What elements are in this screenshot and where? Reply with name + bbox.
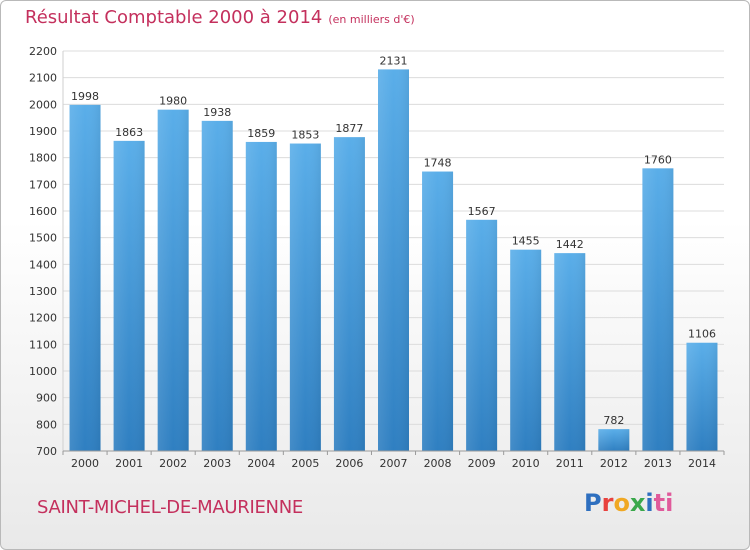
y-tick-label: 1400	[29, 258, 57, 271]
data-label: 2131	[380, 54, 408, 67]
x-tick-label: 2009	[468, 457, 496, 470]
logo-letter: o	[613, 489, 630, 517]
logo-letter: x	[629, 489, 646, 517]
bar-shine	[598, 429, 630, 451]
bar-shine	[69, 104, 101, 451]
data-label: 1938	[203, 106, 231, 119]
bar-shine	[289, 143, 321, 452]
logo-letter: P	[584, 489, 602, 517]
data-label: 1998	[71, 90, 99, 103]
x-tick-label: 2008	[424, 457, 452, 470]
x-tick-label: 2007	[380, 457, 408, 470]
x-tick-label: 2002	[159, 457, 187, 470]
data-label: 782	[603, 414, 624, 427]
x-tick-label: 2005	[291, 457, 319, 470]
y-tick-label: 1800	[29, 152, 57, 165]
data-label: 1106	[688, 328, 716, 341]
y-tick-label: 700	[36, 445, 57, 458]
x-tick-label: 2013	[644, 457, 672, 470]
y-tick-label: 900	[36, 392, 57, 405]
x-tick-label: 2001	[115, 457, 143, 470]
chart-title-text: Résultat Comptable 2000 à 2014	[25, 7, 323, 28]
y-tick-label: 1100	[29, 338, 57, 351]
bar-chart: 1998 1863 1980 1938 1859 1853 1877 2131 1748 1567…	[29, 45, 725, 470]
logo-letter: i	[645, 489, 654, 517]
x-tick-label: 2003	[203, 457, 231, 470]
y-tick-label: 1600	[29, 205, 57, 218]
y-tick-label: 2000	[29, 98, 57, 111]
bar-shine	[378, 69, 409, 452]
logo-letter: r	[601, 489, 614, 517]
y-tick-label: 2200	[29, 45, 57, 58]
bar-shine	[201, 120, 233, 451]
y-tick-label: 1500	[29, 232, 57, 245]
data-label: 1863	[115, 126, 143, 139]
data-label: 1760	[644, 153, 672, 166]
x-tick-label: 2011	[556, 457, 584, 470]
x-tick-label: 2012	[600, 457, 628, 470]
bar-shine	[686, 342, 718, 451]
x-tick-label: 2006	[335, 457, 363, 470]
bar-shine	[422, 171, 454, 452]
x-tick-label: 2010	[512, 457, 540, 470]
y-tick-label: 1200	[29, 312, 57, 325]
data-label: 1980	[159, 95, 187, 108]
data-label: 1859	[247, 127, 275, 140]
x-tick-label: 2004	[247, 457, 275, 470]
bar-shine	[554, 253, 586, 451]
chart-subtitle: (en milliers d'€)	[328, 13, 415, 26]
y-tick-label: 1900	[29, 125, 57, 138]
bar-shine	[642, 168, 674, 452]
data-label: 1455	[512, 235, 540, 248]
x-tick-label: 2000	[71, 457, 99, 470]
bar-shine	[333, 137, 365, 451]
y-tick-label: 1000	[29, 365, 57, 378]
logo-letter: ti	[653, 489, 674, 517]
bar-shine	[157, 109, 189, 452]
data-label: 1748	[424, 157, 452, 170]
commune-name: SAINT-MICHEL-DE-MAURIENNE	[37, 497, 303, 518]
proxiti-logo[interactable]: Proxiti	[584, 489, 673, 517]
bar-layer	[69, 69, 718, 452]
bar-shine	[510, 249, 542, 451]
y-tick-label: 800	[36, 418, 57, 431]
chart-title: Résultat Comptable 2000 à 2014 (en millie…	[25, 7, 415, 28]
y-tick-label: 1300	[29, 285, 57, 298]
data-label: 1877	[335, 122, 363, 135]
bar-shine	[113, 140, 145, 451]
label-layer: 1998 1863 1980 1938 1859 1853 1877 2131 1748 1567…	[71, 54, 716, 427]
y-tick-label: 1700	[29, 178, 57, 191]
x-tick-label: 2014	[688, 457, 716, 470]
data-label: 1853	[291, 129, 319, 142]
bar-shine	[245, 141, 277, 451]
data-label: 1442	[556, 238, 584, 251]
data-label: 1567	[468, 205, 496, 218]
bar-shine	[466, 219, 498, 451]
axis-layer: 700 800 900 1000 1100 1200 1300 1400 1500 1600 170…	[29, 45, 725, 470]
y-tick-label: 2100	[29, 72, 57, 85]
